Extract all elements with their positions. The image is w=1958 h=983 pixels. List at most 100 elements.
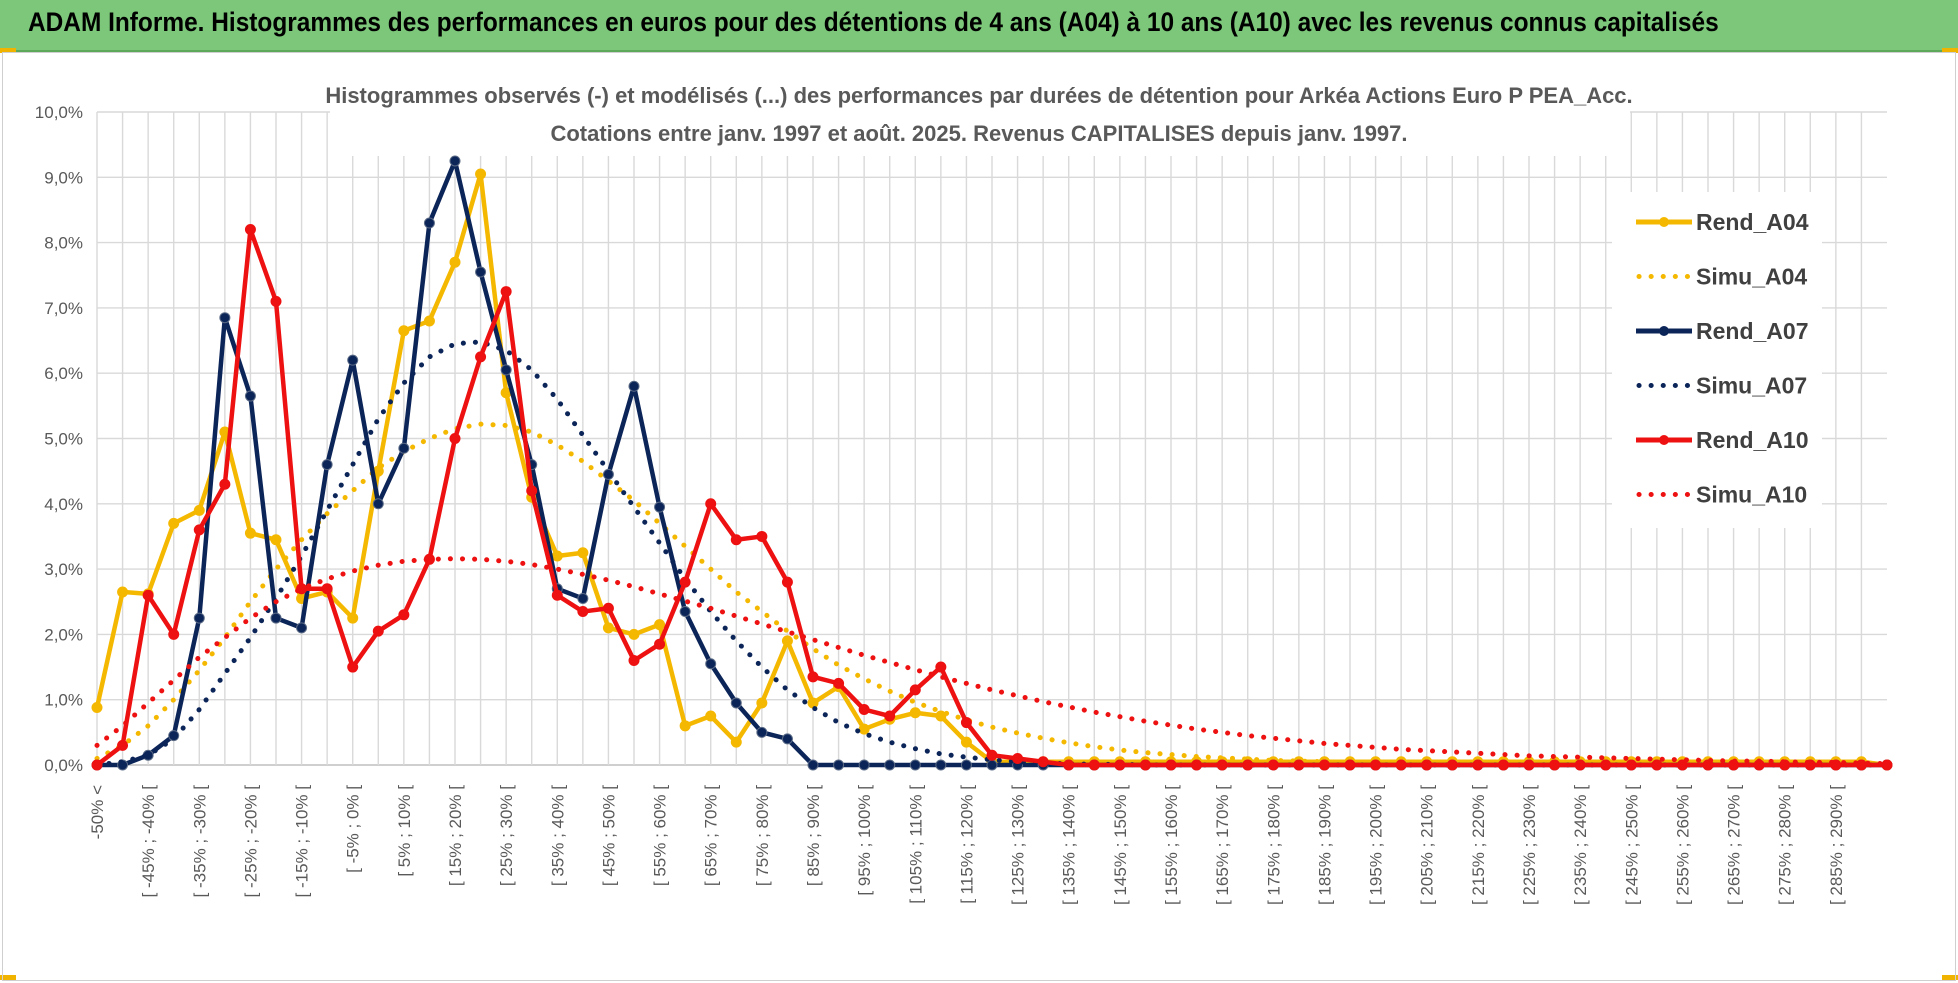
- data-point: [423, 217, 435, 229]
- x-tick-label: [ 55% ; 60% [: [651, 785, 670, 886]
- x-tick-label: [ 65% ; 70% [: [702, 785, 721, 886]
- data-point: [475, 351, 487, 363]
- legend-background: [1612, 192, 1822, 528]
- corner-accent-left: [0, 48, 16, 53]
- data-point: [858, 759, 870, 771]
- series-simu-a04: [94, 421, 1890, 768]
- data-point: [1446, 759, 1458, 771]
- data-point: [117, 739, 129, 751]
- data-point: [858, 703, 870, 715]
- data-point: [1676, 759, 1688, 771]
- legend-item: Rend_A10: [1636, 427, 1808, 453]
- x-tick-label: [ 285% ; 290% [: [1827, 785, 1846, 905]
- data-point: [1497, 759, 1509, 771]
- corner-accent-bottom-right: [1942, 975, 1958, 980]
- x-tick-label: [ 225% ; 230% [: [1520, 785, 1539, 905]
- legend-label: Simu_A10: [1696, 482, 1807, 508]
- data-point: [1012, 752, 1024, 764]
- banner-title: ADAM Informe. Histogrammes des performan…: [28, 7, 1719, 37]
- data-point: [858, 723, 870, 735]
- data-point: [1216, 759, 1228, 771]
- data-point: [730, 534, 742, 546]
- data-point: [1855, 759, 1867, 771]
- legend-marker: [1659, 326, 1669, 336]
- data-point: [449, 256, 461, 268]
- data-point: [244, 224, 256, 236]
- data-point: [705, 498, 717, 510]
- legend-label: Rend_A10: [1696, 427, 1808, 453]
- data-point: [219, 312, 231, 324]
- legend-item: Simu_A10: [1636, 482, 1807, 508]
- x-tick-label: [ -15% ; -10% [: [293, 785, 312, 898]
- y-tick-label: 10,0%: [35, 103, 83, 122]
- x-tick-label: [ 205% ; 210% [: [1418, 785, 1437, 905]
- data-point: [244, 390, 256, 402]
- data-point: [756, 726, 768, 738]
- data-point: [986, 749, 998, 761]
- legend-item: Rend_A04: [1636, 209, 1809, 235]
- data-point: [705, 658, 717, 670]
- data-point: [654, 638, 666, 650]
- x-tick-label: [ 125% ; 130% [: [1009, 785, 1028, 905]
- y-tick-label: 8,0%: [44, 234, 83, 253]
- data-point: [602, 602, 614, 614]
- x-tick-label: [ 105% ; 110% [: [906, 785, 925, 904]
- series-line: [94, 421, 1890, 768]
- data-point: [1421, 759, 1433, 771]
- legend-item: Simu_A07: [1636, 373, 1807, 399]
- data-point: [1881, 759, 1893, 771]
- data-point: [1242, 759, 1254, 771]
- data-point: [756, 697, 768, 709]
- data-point: [935, 759, 947, 771]
- data-point: [654, 501, 666, 513]
- x-tick-label: [ 245% ; 250% [: [1622, 785, 1641, 905]
- data-point: [1523, 759, 1535, 771]
- data-point: [475, 168, 487, 180]
- data-point: [960, 759, 972, 771]
- y-tick-label: 2,0%: [44, 625, 83, 644]
- data-point: [730, 736, 742, 748]
- data-point: [398, 442, 410, 454]
- data-point: [628, 655, 640, 667]
- data-point: [449, 155, 461, 167]
- x-tick-label: [ 175% ; 180% [: [1264, 785, 1283, 905]
- data-point: [500, 364, 512, 376]
- series-rend-a10: [91, 224, 1893, 771]
- title-banner: ADAM Informe. Histogrammes des performan…: [0, 0, 1958, 52]
- data-point: [577, 547, 589, 559]
- data-point: [602, 622, 614, 634]
- y-axis: 0,0% 1,0% 2,0% 3,0% 4,0% 5,0% 6,0% 7,0% 8,0% 9,0%…: [35, 103, 83, 775]
- data-point: [909, 759, 921, 771]
- y-tick-label: 1,0%: [44, 691, 83, 710]
- x-tick-label: [ -45% ; -40% [: [139, 785, 158, 898]
- data-point: [679, 720, 691, 732]
- data-point: [1472, 759, 1484, 771]
- data-point: [347, 612, 359, 624]
- data-point: [781, 733, 793, 745]
- data-point: [730, 697, 742, 709]
- series-line: [94, 556, 1890, 767]
- data-point: [423, 315, 435, 327]
- data-point: [398, 609, 410, 621]
- data-point: [781, 635, 793, 647]
- legend-item: Rend_A07: [1636, 318, 1808, 344]
- x-tick-label: -50% <: [88, 785, 107, 839]
- legend-label: Rend_A04: [1696, 209, 1809, 235]
- data-point: [1318, 759, 1330, 771]
- x-tick-label: [ 75% ; 80% [: [753, 785, 772, 886]
- data-point: [833, 677, 845, 689]
- y-tick-label: 9,0%: [44, 168, 83, 187]
- x-tick-label: [ 15% ; 20% [: [446, 785, 465, 886]
- y-tick-label: 3,0%: [44, 560, 83, 579]
- data-point: [807, 697, 819, 709]
- data-point: [1293, 759, 1305, 771]
- x-tick-label: [ 45% ; 50% [: [599, 785, 618, 886]
- title-background: [330, 80, 1630, 156]
- data-point: [193, 504, 205, 516]
- data-point: [91, 759, 103, 771]
- data-point: [1625, 759, 1637, 771]
- x-tick-label: [ -25% ; -20% [: [241, 785, 260, 898]
- data-point: [398, 325, 410, 337]
- data-point: [705, 710, 717, 722]
- data-point: [1651, 759, 1663, 771]
